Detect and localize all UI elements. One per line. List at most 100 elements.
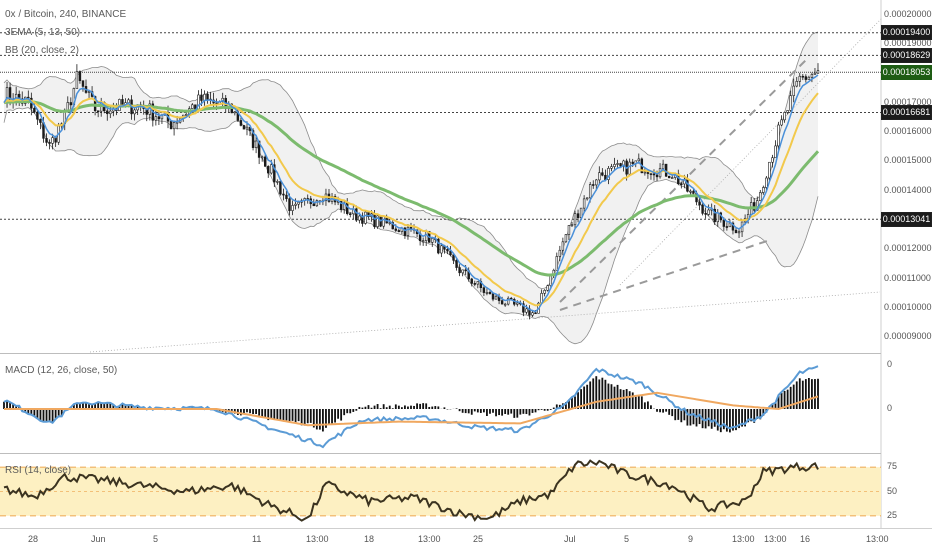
- rsi-line: [3, 459, 819, 522]
- macd-indicator-label[interactable]: MACD (12, 26, close, 50): [5, 365, 118, 376]
- ema-indicator-label[interactable]: 3EMA (5, 13, 50): [5, 27, 81, 38]
- candle-body: [686, 179, 689, 192]
- candle-body: [285, 194, 288, 200]
- candle-body: [109, 110, 112, 115]
- candle-body: [731, 222, 735, 231]
- candle-body: [279, 181, 282, 195]
- candle-body: [69, 102, 73, 106]
- candle-body: [446, 249, 449, 252]
- candle-body: [491, 293, 495, 300]
- candle-body: [382, 216, 385, 227]
- candle-body: [804, 76, 808, 80]
- candle-body: [36, 111, 39, 120]
- candle-body: [661, 163, 665, 169]
- candle-body: [689, 190, 692, 193]
- candle-body: [692, 190, 695, 194]
- candle-body: [585, 197, 589, 200]
- candle-body: [273, 164, 276, 183]
- candle-body: [655, 174, 659, 178]
- candle-body: [500, 300, 504, 305]
- candle-body: [564, 234, 568, 243]
- candle-body: [455, 259, 458, 268]
- price-tick-label: 0.00011000: [884, 273, 931, 283]
- price-level-tag[interactable]: 0.00018053: [881, 65, 932, 80]
- price-level-tag[interactable]: 0.00018629: [881, 48, 932, 63]
- candle-body: [288, 198, 291, 211]
- macd-line: [3, 365, 819, 449]
- candle-body: [239, 120, 243, 126]
- candle-body: [437, 238, 440, 254]
- candle-body: [588, 184, 592, 199]
- candle-body: [358, 215, 361, 221]
- candle-body: [649, 173, 653, 175]
- candle-body: [242, 125, 246, 130]
- candle-body: [789, 95, 792, 111]
- candle-body: [716, 212, 719, 223]
- candle-body: [798, 75, 801, 82]
- long-support-line: [89, 291, 881, 353]
- price-tick-label: 0.00012000: [884, 243, 932, 253]
- candle-body: [48, 142, 51, 144]
- macd-tick-label: 0: [887, 359, 893, 369]
- candle-body: [251, 130, 255, 148]
- candle-body: [485, 292, 489, 294]
- time-tick-label: Jun: [91, 534, 106, 544]
- candle-body: [191, 104, 194, 109]
- candle-body: [431, 238, 434, 243]
- lower-channel-line: [559, 239, 771, 311]
- candle-body: [734, 229, 738, 234]
- candle-body: [576, 213, 580, 218]
- candle-body: [494, 295, 498, 300]
- candle-body: [707, 209, 710, 215]
- candle-body: [397, 230, 401, 232]
- candle-body: [45, 138, 48, 143]
- time-tick-label: 13:00: [732, 534, 755, 544]
- candle-body: [257, 140, 261, 158]
- candle-body: [546, 285, 549, 291]
- time-tick-label: 18: [364, 534, 375, 544]
- bb-upper-line: [3, 31, 819, 290]
- candle-body: [233, 111, 237, 114]
- candle-body: [698, 201, 701, 206]
- price-tick-label: 0.00016000: [884, 126, 932, 136]
- candle-body: [154, 116, 158, 121]
- price-level-tag[interactable]: 0.00019400: [881, 25, 932, 40]
- time-tick-label: 5: [153, 534, 159, 544]
- candle-body: [570, 224, 574, 227]
- candle-body: [373, 213, 376, 227]
- price-tick-label: 0.00019000: [884, 38, 932, 48]
- candle-body: [106, 110, 109, 115]
- candle-body: [276, 181, 279, 183]
- candle-body: [464, 269, 467, 272]
- rsi-tick-label: 25: [887, 510, 898, 520]
- candle-body: [646, 171, 650, 174]
- candle-body: [203, 93, 206, 101]
- macd-signal-line: [4, 391, 819, 427]
- price-tick-label: 0.00017000: [884, 97, 932, 107]
- candle-body: [607, 167, 610, 180]
- price-tick-label: 0.00020000: [884, 9, 932, 19]
- candle-body: [267, 166, 270, 174]
- long-resistance-line: [619, 17, 883, 286]
- candle-body: [482, 287, 486, 293]
- price-tick-label: 0.00010000: [884, 302, 932, 312]
- candle-body: [346, 202, 349, 214]
- candle-body: [297, 201, 300, 205]
- bb-indicator-label[interactable]: BB (20, close, 2): [5, 45, 79, 56]
- candle-body: [619, 163, 622, 167]
- candle-body: [470, 278, 473, 284]
- price-level-tag[interactable]: 0.00013041: [881, 212, 932, 227]
- candle-body: [534, 312, 537, 315]
- candle-body: [282, 193, 285, 196]
- candle-body: [680, 183, 683, 185]
- rsi-indicator-label[interactable]: RSI (14, close): [5, 465, 72, 476]
- candle-body: [598, 172, 601, 181]
- candle-body: [315, 200, 319, 207]
- candle-body: [759, 192, 762, 201]
- price-tick-label: 0.00009000: [884, 331, 932, 341]
- candle-body: [628, 161, 631, 175]
- price-level-tag[interactable]: 0.00016681: [881, 105, 932, 120]
- candle-body: [780, 119, 783, 126]
- candle-body: [573, 213, 577, 226]
